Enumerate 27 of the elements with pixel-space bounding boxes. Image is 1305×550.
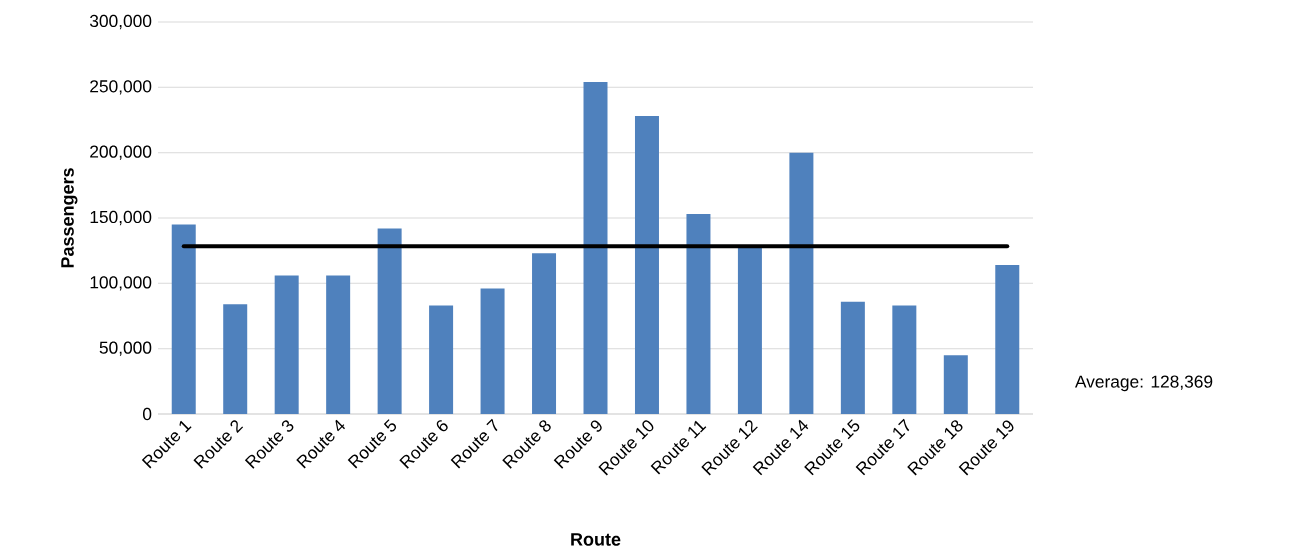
y-tick-label: 0 — [142, 407, 152, 421]
y-tick-label: 250,000 — [90, 80, 152, 95]
x-axis-title: Route — [571, 533, 621, 546]
y-axis-title: Passengers — [61, 168, 78, 268]
bar — [840, 301, 865, 414]
bar — [223, 304, 248, 414]
bar — [377, 228, 402, 414]
bar — [171, 224, 196, 414]
y-tick-label: 200,000 — [90, 145, 152, 160]
bar — [737, 246, 762, 414]
bar — [943, 355, 968, 414]
ref-line-label: Average: 128,369 — [1074, 375, 1213, 392]
bar — [634, 116, 659, 414]
bar — [789, 152, 814, 414]
bar — [274, 275, 299, 414]
y-tick-label: 300,000 — [89, 14, 152, 30]
bar — [892, 305, 917, 414]
bar — [480, 288, 505, 414]
bar — [326, 275, 351, 414]
bar — [995, 265, 1020, 414]
bar — [429, 305, 454, 414]
bar — [583, 82, 608, 414]
y-tick-label: 150,000 — [90, 210, 152, 226]
bar — [686, 214, 711, 414]
y-tick-label: 100,000 — [90, 276, 152, 291]
y-tick-label: 50,000 — [99, 341, 152, 356]
bar — [532, 253, 557, 414]
